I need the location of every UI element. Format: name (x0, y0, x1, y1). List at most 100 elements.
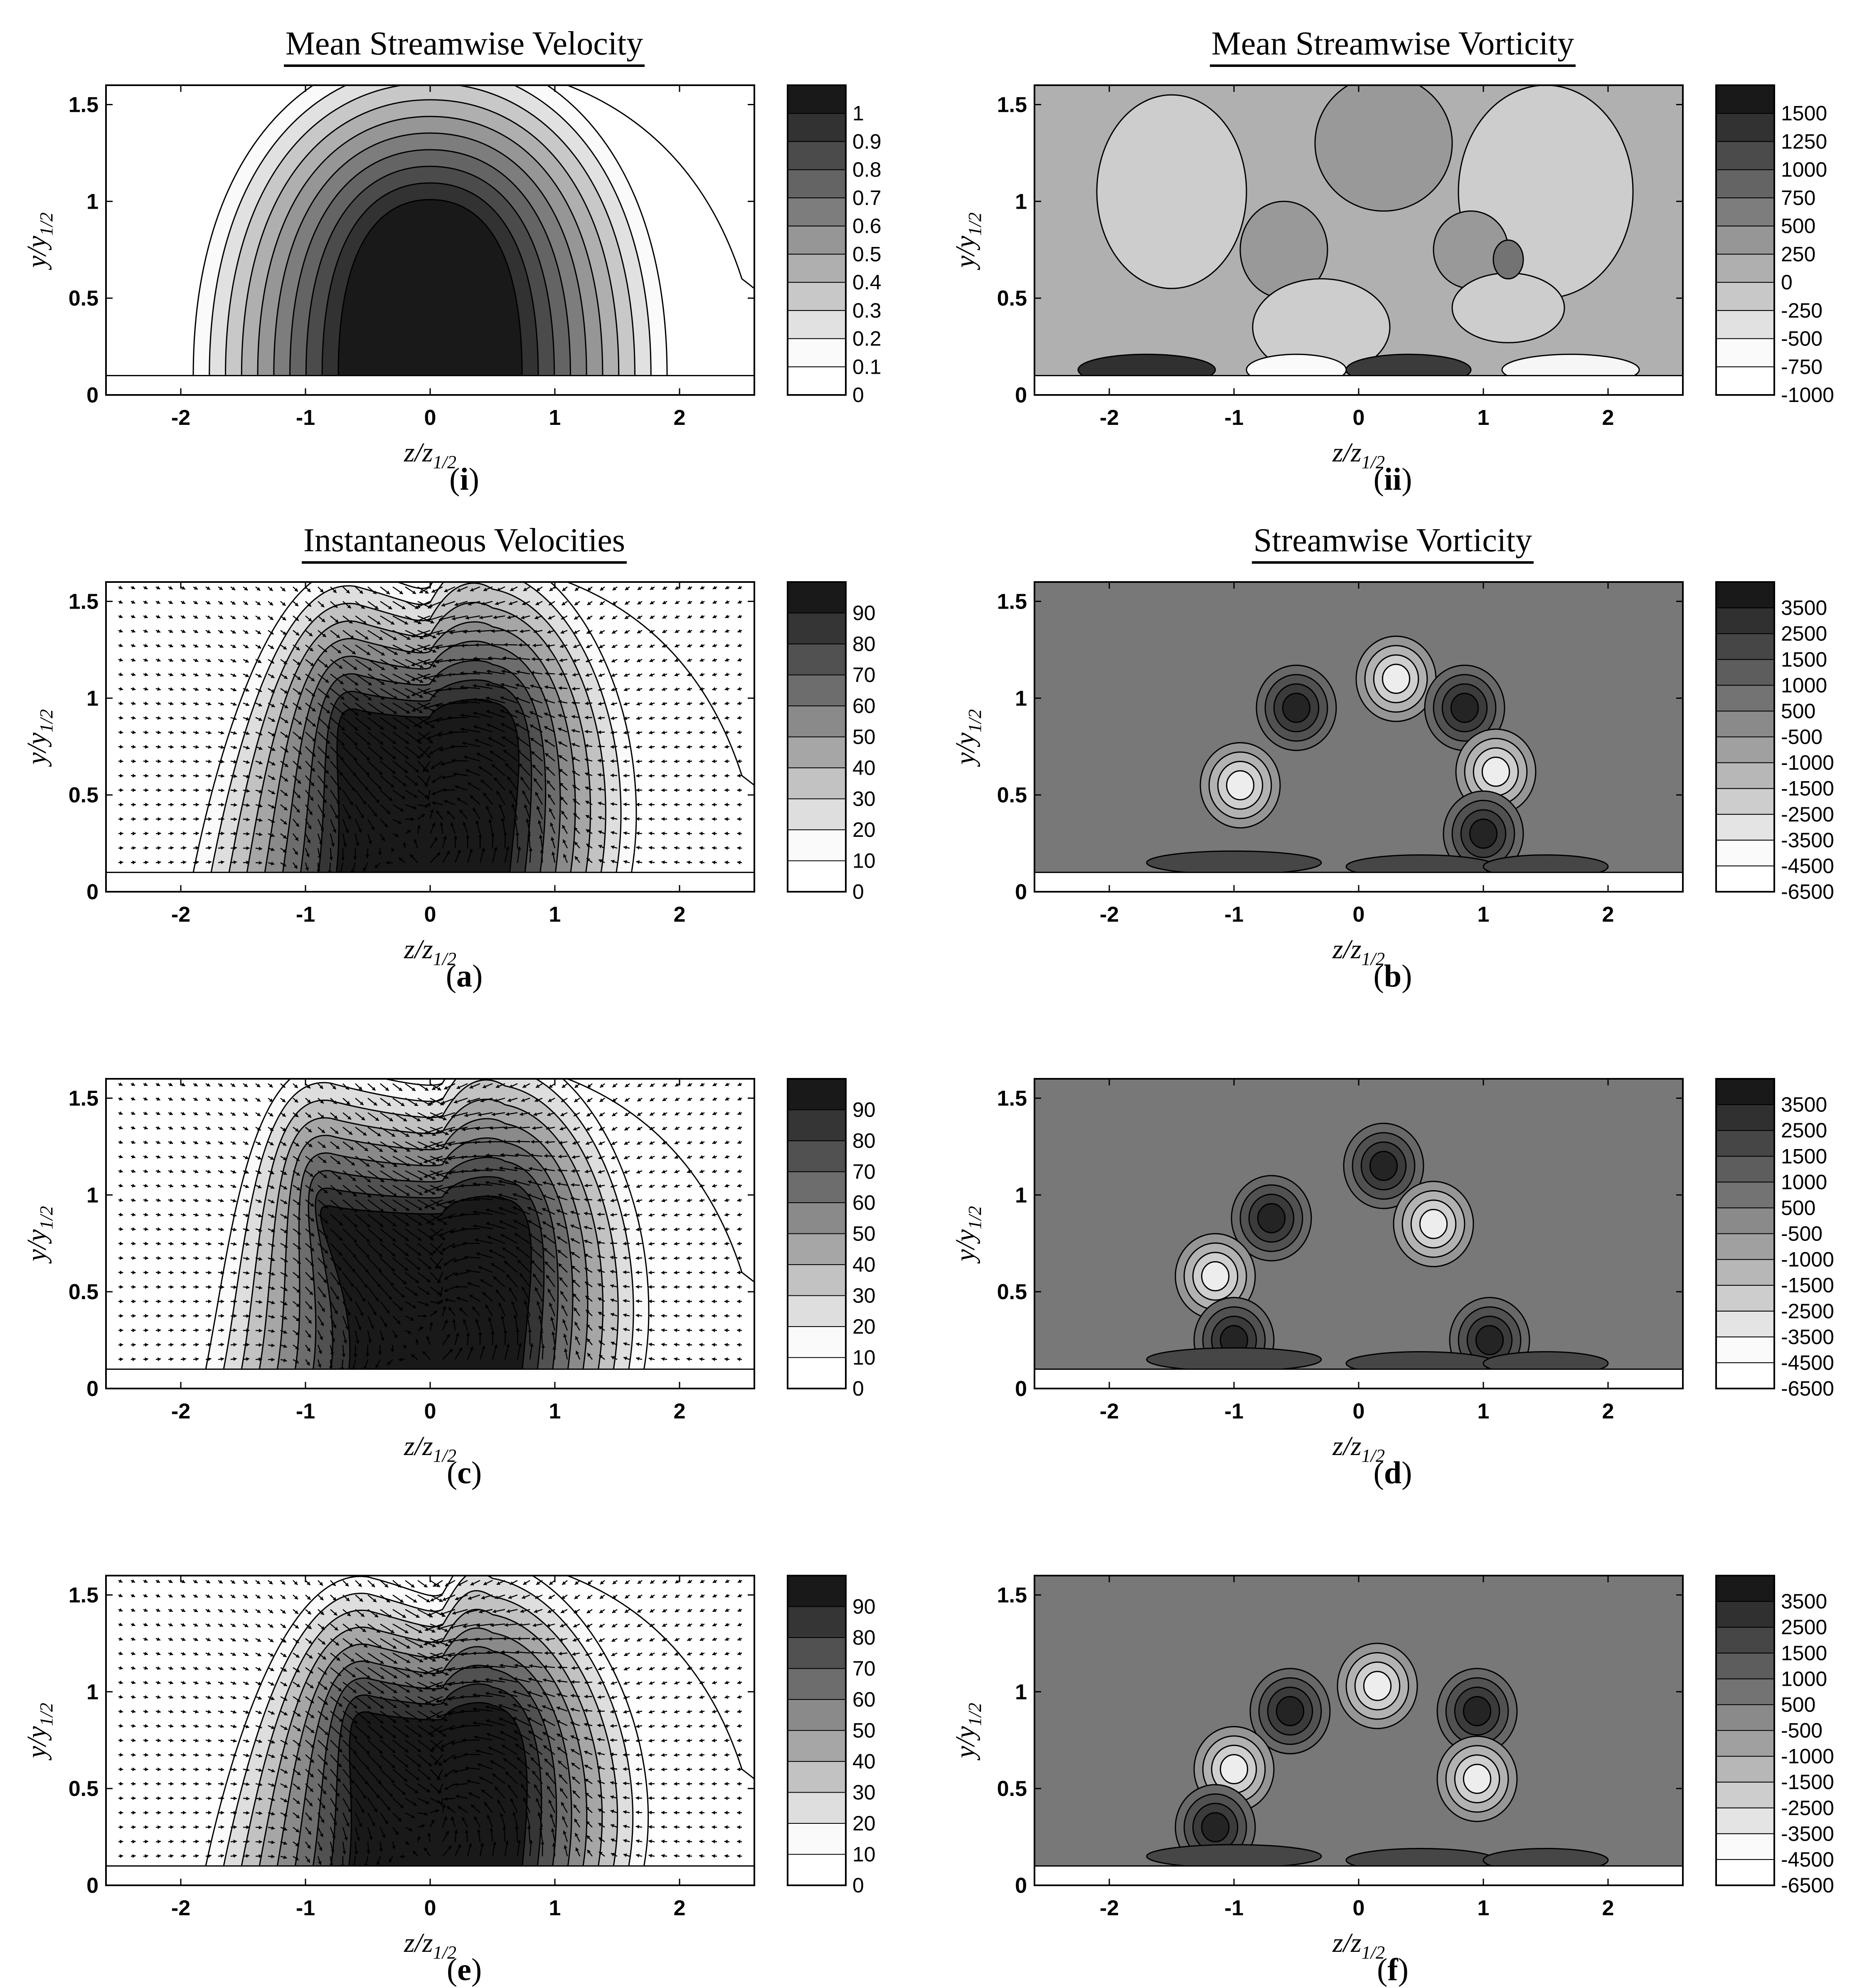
plot-area (106, 1554, 754, 1885)
colorbar-label: -250 (1781, 299, 1823, 322)
y-tick-label: 1 (1015, 1183, 1027, 1207)
colorbar-label: -4500 (1781, 1351, 1834, 1374)
colorbar-swatch (788, 1141, 846, 1172)
colorbar-swatch (1716, 634, 1774, 659)
colorbar-swatch (788, 1234, 846, 1265)
colorbar-label: 80 (852, 1129, 876, 1152)
vorticity-contour (1452, 273, 1564, 343)
colorbar-label: 2500 (1781, 622, 1827, 645)
vortex-contour (1470, 819, 1497, 848)
vortex-contour (1258, 1204, 1285, 1233)
vortex-contour (1382, 664, 1409, 693)
colorbar-swatch (1716, 763, 1774, 789)
y-tick-label: 1 (1015, 190, 1027, 214)
colorbar-swatch (788, 799, 846, 830)
y-tick-label: 1.5 (997, 93, 1027, 117)
colorbar-swatch (788, 1358, 846, 1389)
y-axis-label: y/y1/2 (950, 709, 985, 767)
colorbar-label: 70 (852, 1160, 876, 1184)
colorbar-swatch (1716, 659, 1774, 685)
colorbar-label: 70 (852, 663, 876, 687)
colorbar-label: -3500 (1781, 829, 1834, 852)
colorbar-label: 3500 (1781, 596, 1827, 619)
x-tick-label: 0 (424, 1399, 436, 1423)
colorbar-swatch (788, 1327, 846, 1358)
x-tick-label: -2 (1100, 903, 1119, 927)
colorbar-swatch (1716, 1208, 1774, 1233)
colorbar-label: 0 (852, 880, 864, 903)
colorbar-swatch (788, 737, 846, 768)
vorticity-contour (1315, 76, 1452, 211)
colorbar-swatch (1716, 85, 1774, 113)
x-tick-label: 2 (674, 1399, 686, 1423)
vortex-contour (1476, 1326, 1503, 1355)
colorbar-swatch (788, 113, 846, 142)
x-tick-label: -2 (171, 903, 190, 927)
colorbar-label: 0.4 (852, 271, 882, 294)
x-tick-label: 0 (1353, 406, 1365, 430)
colorbar-label: 30 (852, 787, 876, 811)
x-tick-label: 1 (549, 1399, 561, 1423)
colorbar-swatch (1716, 311, 1774, 339)
colorbar-swatch (788, 198, 846, 226)
y-axis-label: y/y1/2 (22, 212, 57, 270)
colorbar-label: 2500 (1781, 1119, 1827, 1142)
colorbar-label: 60 (852, 1191, 876, 1214)
colorbar-swatch (1716, 1105, 1774, 1130)
colorbar-swatch (1716, 141, 1774, 170)
colorbar-swatch (788, 1203, 846, 1234)
colorbar-label: 60 (852, 694, 876, 718)
x-tick-label: 1 (549, 903, 561, 927)
y-tick-label: 0 (86, 880, 99, 904)
colorbar-swatch (1716, 1130, 1774, 1156)
colorbar-swatch (788, 282, 846, 311)
y-tick-label: 1 (86, 1183, 99, 1207)
y-tick-label: 0.5 (997, 286, 1027, 311)
y-tick-label: 0.5 (997, 1280, 1027, 1304)
colorbar-label: 40 (852, 1253, 876, 1276)
colorbar-swatch (1716, 1234, 1774, 1260)
x-tick-label: -1 (296, 406, 315, 430)
colorbar-swatch (1716, 1182, 1774, 1208)
colorbar-label: 0.3 (852, 299, 882, 322)
colorbar-swatch (1716, 1285, 1774, 1311)
colorbar-label: 20 (852, 1315, 876, 1338)
colorbar-swatch (1716, 367, 1774, 395)
colorbar-swatch (788, 768, 846, 799)
y-tick-label: 1.5 (69, 590, 99, 614)
colorbar-label: 0.9 (852, 130, 882, 153)
colorbar-swatch (1716, 339, 1774, 367)
x-tick-label: 1 (1478, 406, 1490, 430)
colorbar-label: 0.6 (852, 215, 882, 238)
colorbar-swatch (788, 613, 846, 644)
colorbar-swatch (1716, 170, 1774, 198)
x-tick-label: 2 (1602, 1399, 1614, 1423)
x-axis-label: z/z1/2 (404, 1431, 456, 1466)
colorbar-label: 0.1 (852, 355, 882, 378)
vorticity-contour (1097, 95, 1246, 289)
x-axis-label: z/z1/2 (404, 437, 456, 472)
x-tick-label: -1 (1224, 903, 1244, 927)
colorbar-swatch (1716, 282, 1774, 311)
colorbar-label: 500 (1781, 699, 1815, 723)
colorbar-swatch (1716, 608, 1774, 634)
vortex-contour (1283, 693, 1310, 723)
colorbar-label: -2500 (1781, 1300, 1834, 1323)
y-axis-label: y/y1/2 (22, 1206, 57, 1264)
colorbar-label: 0.7 (852, 186, 882, 210)
vortex-contour (1227, 771, 1254, 800)
x-tick-label: 0 (1353, 903, 1365, 927)
colorbar-swatch (1716, 814, 1774, 840)
colorbar-label: 0 (852, 1377, 864, 1400)
x-tick-label: -2 (1100, 1399, 1119, 1423)
